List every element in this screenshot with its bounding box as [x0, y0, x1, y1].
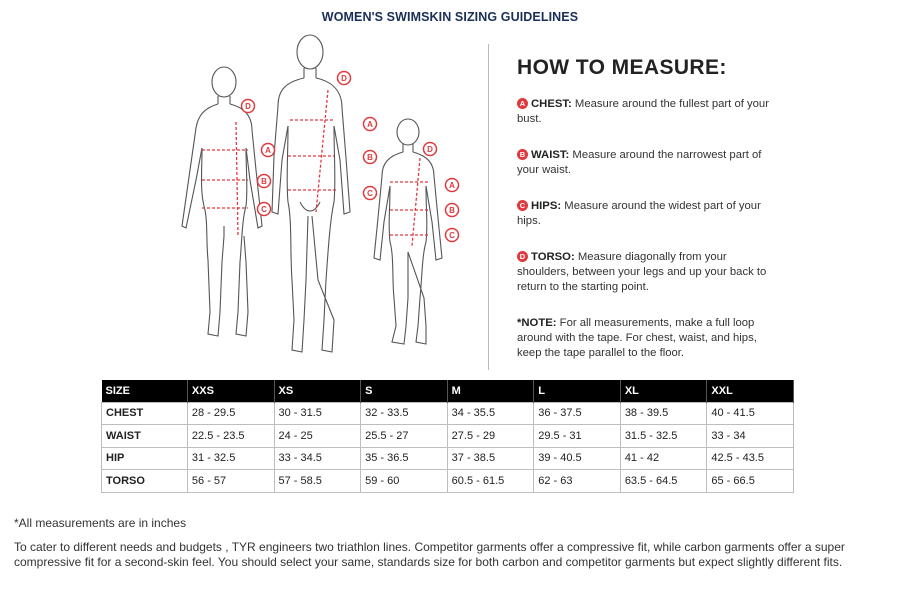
- table-cell: 60.5 - 61.5: [446, 469, 535, 493]
- how-to-heading: HOW TO MEASURE:: [517, 56, 727, 79]
- table-cell: 37 - 38.5: [446, 446, 535, 470]
- step-hips: C HIPS: Measure around the widest part of…: [517, 199, 777, 229]
- svg-text:C: C: [367, 189, 373, 198]
- column-header: XS: [274, 380, 362, 402]
- table-cell: 22.5 - 23.5: [186, 424, 275, 448]
- badge-b-icon: B: [517, 149, 528, 160]
- table-row: TORSO 56 - 57 57 - 58.5 59 - 60 60.5 - 6…: [101, 469, 794, 493]
- step-text: Measure diagonally from your shoulders, …: [517, 251, 767, 293]
- badge-a-center: A: [362, 116, 378, 132]
- table-cell: 33 - 34.5: [273, 446, 362, 470]
- measurement-illustration: D A B C D A B C D A B C: [181, 34, 460, 353]
- badge-d-center: D: [336, 70, 352, 86]
- table-cell: 34 - 35.5: [446, 401, 535, 425]
- figure-left: [181, 66, 263, 337]
- step-chest: A CHEST: Measure around the fullest part …: [517, 97, 777, 127]
- step-text: Measure around the widest part of your h…: [517, 200, 761, 227]
- badge-d-icon: D: [517, 251, 528, 262]
- table-cell: 59 - 60: [360, 469, 448, 493]
- size-table: SIZE XXS XS S M L XL XXL CHEST 28 - 29.5…: [101, 380, 794, 493]
- table-cell: 25.5 - 27: [360, 424, 448, 448]
- table-cell: 32 - 33.5: [360, 401, 448, 425]
- table-cell: 62 - 63: [533, 469, 621, 493]
- table-cell: 63.5 - 64.5: [619, 469, 708, 493]
- description-paragraph: To cater to different needs and budgets …: [14, 540, 845, 569]
- table-cell: 65 - 66.5: [706, 469, 794, 493]
- table-cell: 35 - 36.5: [360, 446, 448, 470]
- column-header: S: [360, 380, 448, 402]
- badge-a-right: A: [444, 177, 460, 193]
- column-header: XL: [620, 380, 708, 402]
- row-label: HIP: [101, 446, 188, 470]
- table-cell: 57 - 58.5: [273, 469, 362, 493]
- badge-c-left: C: [256, 201, 272, 217]
- column-header: L: [533, 380, 621, 402]
- note-text: For all measurements, make a full loop a…: [517, 317, 757, 359]
- figure-right: [373, 118, 443, 345]
- table-cell: 36 - 37.5: [533, 401, 621, 425]
- step-key: WAIST:: [531, 149, 570, 161]
- badge-d-left: D: [240, 98, 256, 114]
- table-cell: 28 - 29.5: [186, 401, 275, 425]
- table-cell: 39 - 40.5: [533, 446, 621, 470]
- row-label: TORSO: [101, 469, 188, 493]
- section-divider: [488, 44, 489, 370]
- column-header: XXL: [706, 380, 794, 402]
- column-header: M: [447, 380, 535, 402]
- column-header: XXS: [187, 380, 275, 402]
- note-key: *NOTE:: [517, 317, 557, 329]
- svg-text:B: B: [449, 206, 455, 215]
- svg-text:D: D: [427, 145, 433, 154]
- table-cell: 31.5 - 32.5: [619, 424, 708, 448]
- badge-d-right: D: [422, 141, 438, 157]
- table-cell: 56 - 57: [186, 469, 275, 493]
- step-text: Measure around the narrowest part of you…: [517, 149, 762, 176]
- step-torso: D TORSO: Measure diagonally from your sho…: [517, 250, 777, 295]
- step-key: TORSO:: [531, 251, 575, 263]
- table-cell: 27.5 - 29: [446, 424, 535, 448]
- table-row: WAIST 22.5 - 23.5 24 - 25 25.5 - 27 27.5…: [101, 424, 794, 448]
- table-cell: 24 - 25: [273, 424, 362, 448]
- page-title: WOMEN'S SWIMSKIN SIZING GUIDELINES: [321, 10, 579, 24]
- step-waist: B WAIST: Measure around the narrowest par…: [517, 148, 777, 178]
- table-row: CHEST 28 - 29.5 30 - 31.5 32 - 33.5 34 -…: [101, 401, 794, 425]
- badge-c-right: C: [444, 227, 460, 243]
- badge-b-right: B: [444, 202, 460, 218]
- svg-text:A: A: [449, 181, 455, 190]
- badge-c-center: C: [362, 185, 378, 201]
- svg-text:C: C: [449, 231, 455, 240]
- table-cell: 41 - 42: [619, 446, 708, 470]
- table-cell: 30 - 31.5: [273, 401, 362, 425]
- step-key: HIPS:: [531, 200, 562, 212]
- how-to-measure: HOW TO MEASURE: A CHEST: Measure around t…: [517, 56, 777, 382]
- table-cell: 38 - 39.5: [619, 401, 708, 425]
- svg-text:D: D: [341, 74, 347, 83]
- table-header-row: SIZE XXS XS S M L XL XXL: [101, 380, 794, 402]
- table-cell: 42.5 - 43.5: [706, 446, 794, 470]
- figure-center: [271, 34, 351, 353]
- table-row: HIP 31 - 32.5 33 - 34.5 35 - 36.5 37 - 3…: [101, 446, 794, 470]
- svg-text:A: A: [265, 146, 271, 155]
- table-cell: 33 - 34: [706, 424, 794, 448]
- badge-a-left: A: [260, 142, 276, 158]
- column-header: SIZE: [101, 380, 188, 402]
- table-cell: 29.5 - 31: [533, 424, 621, 448]
- step-key: CHEST:: [531, 98, 572, 110]
- table-cell: 40 - 41.5: [706, 401, 794, 425]
- svg-text:C: C: [261, 205, 267, 214]
- svg-text:B: B: [261, 177, 267, 186]
- svg-text:D: D: [245, 102, 251, 111]
- row-label: WAIST: [101, 424, 188, 448]
- badge-b-left: B: [256, 173, 272, 189]
- badge-c-icon: C: [517, 200, 528, 211]
- svg-text:A: A: [367, 120, 373, 129]
- badge-a-icon: A: [517, 98, 528, 109]
- row-label: CHEST: [101, 401, 188, 425]
- svg-text:B: B: [367, 153, 373, 162]
- table-cell: 31 - 32.5: [186, 446, 275, 470]
- measure-note: *NOTE: For all measurements, make a full…: [517, 316, 777, 361]
- badge-b-center: B: [362, 149, 378, 165]
- units-note: *All measurements are in inches: [14, 516, 187, 530]
- step-text: Measure around the fullest part of your …: [517, 98, 769, 125]
